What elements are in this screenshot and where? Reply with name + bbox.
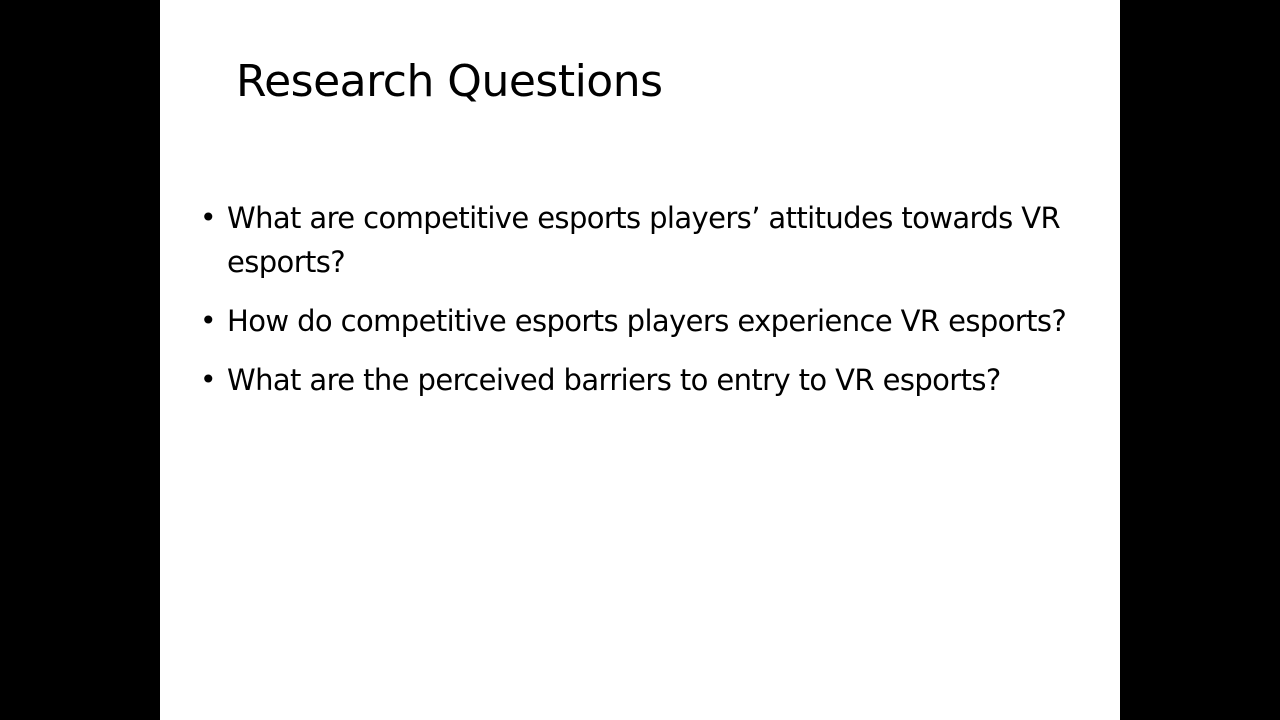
- bullet-icon: •: [200, 201, 217, 234]
- bullet-icon: •: [200, 304, 217, 337]
- bullet-item: • How do competitive esports players exp…: [200, 299, 1080, 343]
- bullet-item: • What are the perceived barriers to ent…: [200, 358, 1080, 402]
- bullet-text: What are competitive esports players’ at…: [227, 201, 1061, 279]
- bullet-text: How do competitive esports players exper…: [227, 304, 1067, 338]
- slide-title: Research Questions: [236, 56, 663, 107]
- bullet-text: What are the perceived barriers to entry…: [227, 363, 1001, 397]
- bullet-item: • What are competitive esports players’ …: [200, 196, 1080, 284]
- bullet-list: • What are competitive esports players’ …: [200, 196, 1080, 417]
- slide: Research Questions • What are competitiv…: [160, 0, 1120, 720]
- bullet-icon: •: [200, 363, 217, 396]
